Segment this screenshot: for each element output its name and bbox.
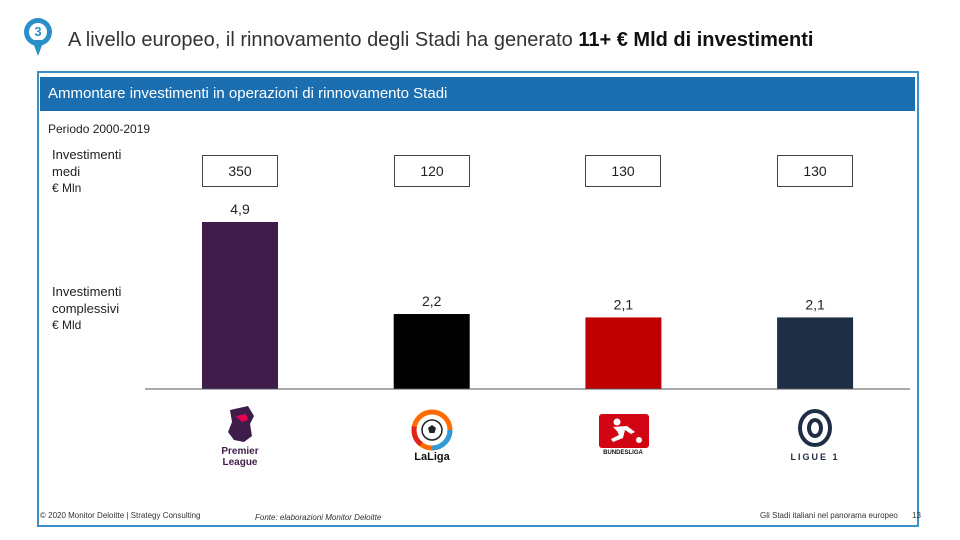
bar-laliga xyxy=(393,314,470,389)
total-investment-label: Investimenti complessivi € Mld xyxy=(52,283,121,334)
avg-unit: € Mln xyxy=(52,181,82,195)
premier-logo-line1: Premier xyxy=(221,446,259,457)
laliga-ball-icon xyxy=(411,409,453,451)
avg-investment-label: Investimenti medi € Mln xyxy=(52,146,121,197)
avg-value-premier-league: 350 xyxy=(202,155,278,187)
chart-banner: Ammontare investimenti in operazioni di … xyxy=(40,77,915,111)
premier-league-logo: Premier League xyxy=(200,402,280,470)
laliga-logo: LaLiga xyxy=(392,402,472,470)
avg-value-laliga: 120 xyxy=(394,155,470,187)
bar-label-bundesliga: 2,1 xyxy=(614,296,634,312)
bar-ligue1 xyxy=(777,317,854,389)
ligue1-logo-text: LIGUE 1 xyxy=(790,452,840,462)
bar-label-ligue1: 2,1 xyxy=(805,296,825,312)
bar-label-premier-league: 4,9 xyxy=(230,201,250,217)
bundesliga-player-icon xyxy=(599,414,649,448)
avg-label-line2: medi xyxy=(52,164,81,179)
page-title-prefix: A livello europeo, il rinnovamento degli… xyxy=(68,29,579,51)
lion-icon xyxy=(228,406,254,442)
premier-logo-line2: League xyxy=(222,457,258,468)
period-label: Periodo 2000-2019 xyxy=(48,122,151,136)
total-label-line2: complessivi xyxy=(52,301,120,316)
step-number: 3 xyxy=(29,23,47,41)
bar-bundesliga xyxy=(585,317,662,389)
footer-copyright: © 2020 Monitor Deloitte | Strategy Consu… xyxy=(40,511,201,520)
step-marker-icon: 3 xyxy=(24,18,52,56)
laliga-logo-text: LaLiga xyxy=(414,451,450,463)
total-label-line1: Investimenti xyxy=(52,284,122,299)
avg-label-line1: Investimenti xyxy=(52,147,122,162)
chart-frame xyxy=(37,71,919,527)
page-title-highlight: 11+ € Mld di investimenti xyxy=(578,29,814,51)
page-title: A livello europeo, il rinnovamento degli… xyxy=(68,29,813,52)
page-number: 13 xyxy=(912,511,921,520)
ligue1-logo: LIGUE 1 xyxy=(775,402,855,470)
bundesliga-logo: BUNDESLIGA xyxy=(583,402,663,470)
bar-label-laliga: 2,2 xyxy=(422,293,442,309)
avg-value-bundesliga: 130 xyxy=(585,155,661,187)
bar-premier-league xyxy=(202,222,278,389)
avg-value-ligue1: 130 xyxy=(777,155,853,187)
chart-title: Ammontare investimenti in operazioni di … xyxy=(48,85,448,102)
footer-source: Fonte: elaborazioni Monitor Deloitte xyxy=(255,513,382,522)
bundesliga-logo-text: BUNDESLIGA xyxy=(603,450,643,456)
total-unit: € Mld xyxy=(52,318,82,332)
ligue1-crest-icon xyxy=(798,409,832,447)
footer-doc-title: Gli Stadi italiani nel panorama europeo xyxy=(760,511,898,520)
